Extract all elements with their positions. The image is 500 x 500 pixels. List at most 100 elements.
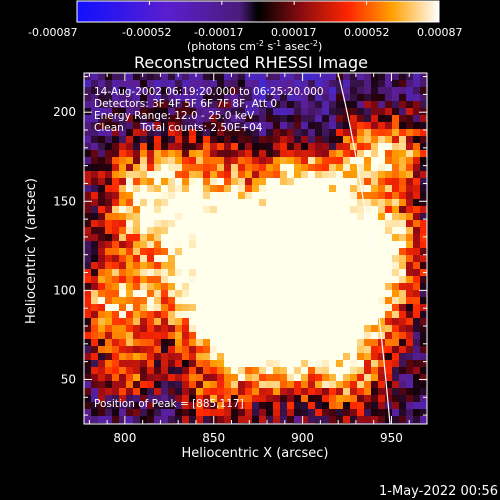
image-pixel [182, 381, 189, 388]
image-pixel [168, 171, 175, 178]
image-pixel [147, 143, 154, 150]
image-pixel [238, 122, 245, 129]
image-pixel [224, 388, 231, 395]
image-pixel [224, 381, 231, 388]
image-pixel [273, 157, 280, 164]
image-pixel [336, 304, 343, 311]
image-pixel [168, 192, 175, 199]
image-pixel [112, 143, 119, 150]
image-pixel [252, 80, 259, 87]
image-pixel [133, 136, 140, 143]
image-pixel [147, 276, 154, 283]
image-pixel [203, 171, 210, 178]
image-pixel [133, 297, 140, 304]
image-pixel [245, 234, 252, 241]
image-pixel [392, 262, 399, 269]
image-pixel [91, 73, 98, 80]
image-pixel [308, 318, 315, 325]
image-pixel [329, 318, 336, 325]
image-pixel [196, 325, 203, 332]
image-pixel [420, 171, 427, 178]
image-pixel [350, 388, 357, 395]
image-pixel [154, 220, 161, 227]
image-pixel [91, 283, 98, 290]
image-pixel [399, 269, 406, 276]
image-pixel [84, 206, 91, 213]
image-pixel [133, 353, 140, 360]
image-pixel [252, 304, 259, 311]
image-pixel [224, 227, 231, 234]
image-pixel [364, 171, 371, 178]
image-pixel [392, 192, 399, 199]
image-pixel [322, 381, 329, 388]
image-pixel [196, 129, 203, 136]
image-pixel [203, 248, 210, 255]
image-pixel [336, 325, 343, 332]
image-pixel [238, 304, 245, 311]
image-pixel [175, 80, 182, 87]
image-pixel [406, 409, 413, 416]
image-pixel [91, 101, 98, 108]
image-pixel [217, 416, 224, 423]
image-pixel [315, 115, 322, 122]
image-pixel [196, 346, 203, 353]
image-pixel [273, 346, 280, 353]
image-pixel [175, 157, 182, 164]
image-pixel [308, 192, 315, 199]
image-pixel [385, 339, 392, 346]
image-pixel [350, 332, 357, 339]
image-pixel [259, 353, 266, 360]
image-pixel [175, 171, 182, 178]
image-pixel [182, 318, 189, 325]
image-pixel [140, 185, 147, 192]
image-pixel [301, 395, 308, 402]
image-pixel [350, 136, 357, 143]
image-pixel [182, 311, 189, 318]
image-pixel [147, 395, 154, 402]
image-pixel [133, 255, 140, 262]
image-pixel [105, 80, 112, 87]
image-pixel [203, 283, 210, 290]
image-pixel [252, 227, 259, 234]
image-pixel [329, 332, 336, 339]
image-pixel [259, 115, 266, 122]
image-pixel [182, 297, 189, 304]
x-tick-label: 850 [202, 431, 225, 445]
image-pixel [266, 416, 273, 423]
image-pixel [336, 262, 343, 269]
image-pixel [126, 374, 133, 381]
image-pixel [189, 276, 196, 283]
image-pixel [399, 332, 406, 339]
image-pixel [385, 304, 392, 311]
image-pixel [406, 283, 413, 290]
image-pixel [392, 234, 399, 241]
image-pixel [210, 248, 217, 255]
image-pixel [322, 101, 329, 108]
image-pixel [175, 353, 182, 360]
image-pixel [343, 395, 350, 402]
image-pixel [273, 395, 280, 402]
image-pixel [84, 416, 91, 423]
image-pixel [287, 136, 294, 143]
image-pixel [322, 234, 329, 241]
image-pixel [126, 283, 133, 290]
image-pixel [392, 381, 399, 388]
image-pixel [119, 248, 126, 255]
image-pixel [413, 220, 420, 227]
image-pixel [112, 402, 119, 409]
image-pixel [182, 290, 189, 297]
image-pixel [399, 122, 406, 129]
image-pixel [259, 185, 266, 192]
image-pixel [294, 332, 301, 339]
image-pixel [105, 367, 112, 374]
image-pixel [420, 143, 427, 150]
image-pixel [259, 346, 266, 353]
image-pixel [119, 136, 126, 143]
image-pixel [189, 199, 196, 206]
image-pixel [245, 290, 252, 297]
image-pixel [322, 283, 329, 290]
image-pixel [413, 143, 420, 150]
image-pixel [252, 143, 259, 150]
image-pixel [119, 220, 126, 227]
image-pixel [280, 150, 287, 157]
